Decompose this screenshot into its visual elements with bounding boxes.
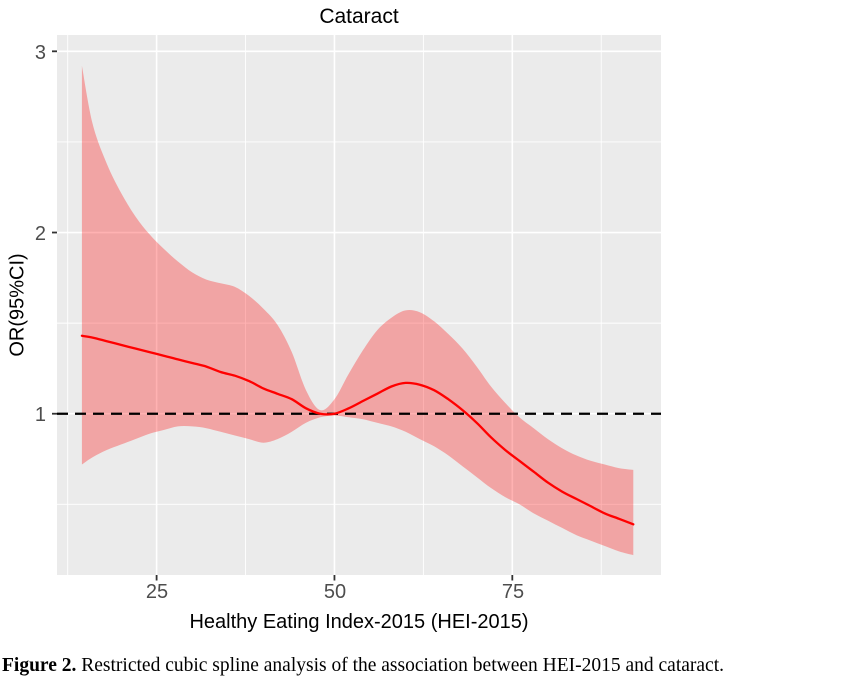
y-tick-label: 3 bbox=[35, 42, 46, 64]
axis-tick-labels: 1 2 3 25 50 75 bbox=[35, 42, 524, 603]
caption-label: Figure 2. bbox=[2, 655, 77, 676]
y-tick-label: 1 bbox=[35, 404, 46, 426]
y-axis-label: OR(95%CI) bbox=[6, 253, 29, 357]
caption-text: Restricted cubic spline analysis of the … bbox=[76, 655, 724, 676]
chart-title: Cataract bbox=[319, 5, 399, 28]
spline-or-line bbox=[80, 334, 635, 526]
axis-tick-marks bbox=[52, 50, 514, 581]
confidence-band bbox=[81, 65, 634, 556]
spline-chart: 1 2 3 25 50 75 bbox=[35, 35, 661, 603]
x-tick-label: 25 bbox=[146, 581, 168, 603]
y-tick-label: 2 bbox=[35, 223, 46, 245]
plot-panel bbox=[57, 35, 661, 575]
x-axis-label: Healthy Eating Index-2015 (HEI-2015) bbox=[189, 611, 529, 633]
x-tick-label: 75 bbox=[502, 581, 524, 603]
figure-caption: Figure 2. Restricted cubic spline analys… bbox=[2, 655, 868, 677]
x-tick-label: 50 bbox=[324, 581, 346, 603]
